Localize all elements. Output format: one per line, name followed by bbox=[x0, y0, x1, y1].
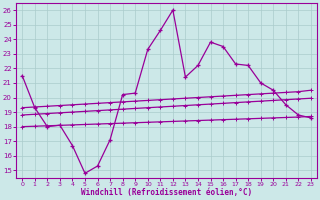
X-axis label: Windchill (Refroidissement éolien,°C): Windchill (Refroidissement éolien,°C) bbox=[81, 188, 252, 197]
